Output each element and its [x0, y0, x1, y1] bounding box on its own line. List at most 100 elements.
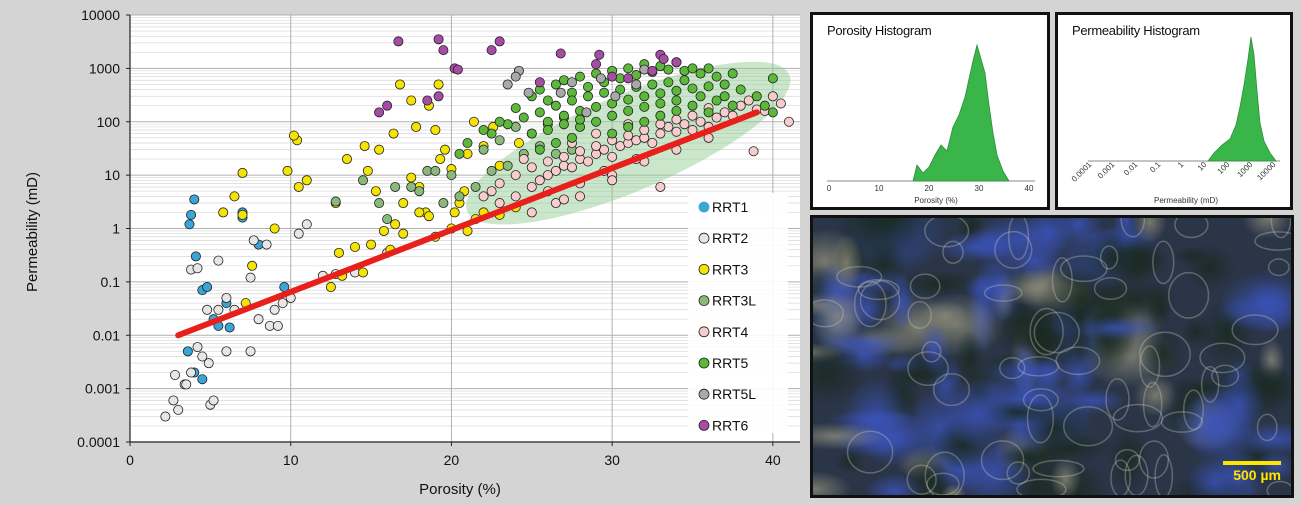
point-rrt5l: [631, 79, 642, 90]
point-rrt4: [783, 116, 794, 127]
point-rrt3l: [502, 160, 513, 171]
point-rrt3: [406, 95, 417, 106]
legend-label-rrt4: RRT4: [712, 324, 749, 340]
point-rrt5: [687, 63, 698, 74]
legend-marker-rrt4: [698, 326, 710, 338]
point-rrt3: [423, 211, 434, 222]
point-rrt5: [719, 79, 730, 90]
point-rrt4: [575, 191, 586, 202]
point-rrt3: [218, 207, 229, 218]
point-rrt5: [639, 91, 650, 102]
point-rrt4: [566, 162, 577, 173]
y-tick-label: 0.0001: [77, 434, 120, 450]
point-rrt6: [647, 65, 658, 76]
point-rrt3l: [406, 181, 417, 192]
point-rrt5: [542, 95, 553, 106]
point-rrt4: [591, 128, 602, 139]
point-rrt5l: [566, 77, 577, 88]
legend-marker-rrt5: [698, 357, 710, 369]
point-rrt2: [293, 228, 304, 239]
point-rrt4: [534, 175, 545, 186]
point-rrt4: [583, 156, 594, 167]
point-rrt5: [510, 103, 521, 114]
point-rrt5l: [510, 71, 521, 82]
legend-label-rrt6: RRT6: [712, 417, 749, 433]
point-rrt3: [359, 141, 370, 152]
point-rrt2: [269, 304, 280, 315]
point-rrt5: [575, 114, 586, 125]
point-rrt3: [468, 116, 479, 127]
point-rrt5: [623, 121, 634, 132]
point-rrt5: [655, 98, 666, 109]
point-rrt5: [607, 110, 618, 121]
legend-label-rrt5: RRT5: [712, 355, 749, 371]
legend-marker-rrt5l: [698, 388, 710, 400]
point-rrt6: [623, 73, 634, 84]
point-rrt4: [775, 98, 786, 109]
point-rrt2: [160, 411, 171, 422]
point-rrt5: [591, 101, 602, 112]
point-rrt4: [558, 151, 569, 162]
point-rrt5: [526, 128, 537, 139]
point-rrt3: [358, 267, 369, 278]
point-rrt3l: [478, 144, 489, 155]
y-tick-label: 0.01: [93, 327, 120, 343]
point-rrt4: [526, 181, 537, 192]
point-rrt5: [663, 77, 674, 88]
point-rrt3l: [330, 196, 341, 207]
x-axis-label: Porosity (%): [419, 481, 501, 498]
point-rrt2: [253, 314, 264, 325]
porosity-histogram-xlabel: Porosity (%): [914, 196, 958, 205]
point-rrt3: [411, 121, 422, 132]
point-rrt3: [325, 282, 336, 293]
point-rrt5: [478, 125, 489, 136]
y-tick-label: 0.001: [85, 381, 120, 397]
scale-bar-label: 500 µm: [1233, 467, 1281, 483]
point-rrt5l: [555, 87, 566, 98]
point-rrt3: [433, 79, 444, 90]
point-rrt3: [398, 228, 409, 239]
point-rrt1: [186, 209, 197, 220]
point-rrt2: [186, 367, 197, 378]
point-rrt2: [181, 379, 192, 390]
porosity-histogram-tick-label: 0: [827, 184, 832, 193]
point-rrt5: [679, 75, 690, 86]
permeability-histogram-tick-label: 100: [1216, 160, 1232, 176]
point-rrt4: [607, 175, 618, 186]
point-rrt3l: [470, 181, 481, 192]
point-rrt5l: [595, 73, 606, 84]
point-rrt5: [550, 79, 561, 90]
point-rrt5: [615, 84, 626, 95]
point-rrt3: [513, 137, 524, 148]
y-axis-label: Permeability (mD): [24, 172, 41, 292]
x-tick-label: 20: [444, 452, 460, 468]
point-rrt3l: [486, 165, 497, 176]
point-rrt5: [542, 125, 553, 136]
point-rrt4: [671, 126, 682, 137]
porosity-permeability-chart: 0.0001 0.001 0.01 0.1 1 10 100 1000 10000 0 10 20 30…: [24, 7, 800, 498]
point-rrt4: [494, 178, 505, 189]
point-rrt5: [623, 94, 634, 105]
permeability-histogram-tick-label: 1000: [1235, 160, 1254, 179]
point-rrt3: [370, 186, 381, 197]
point-rrt3: [237, 167, 248, 178]
legend-marker-rrt3l: [698, 295, 710, 307]
point-rrt5: [558, 110, 569, 121]
point-rrt4: [526, 207, 537, 218]
point-rrt4: [542, 170, 553, 181]
point-rrt5: [735, 84, 746, 95]
point-rrt3: [366, 239, 377, 250]
x-tick-label: 0: [126, 452, 134, 468]
point-rrt5: [454, 148, 465, 159]
point-rrt4: [695, 116, 706, 127]
trend-line: [175, 109, 760, 339]
point-rrt5: [607, 128, 618, 139]
porosity-histogram-ticks: 0 10 20 30 40: [827, 184, 1034, 193]
micrograph-image: [813, 218, 1291, 495]
porosity-histogram-tick-label: 10: [875, 184, 884, 193]
point-rrt3l: [494, 135, 505, 146]
point-rrt4: [494, 198, 505, 209]
point-rrt6: [671, 57, 682, 68]
point-rrt3: [237, 209, 248, 220]
point-rrt1: [224, 322, 235, 333]
